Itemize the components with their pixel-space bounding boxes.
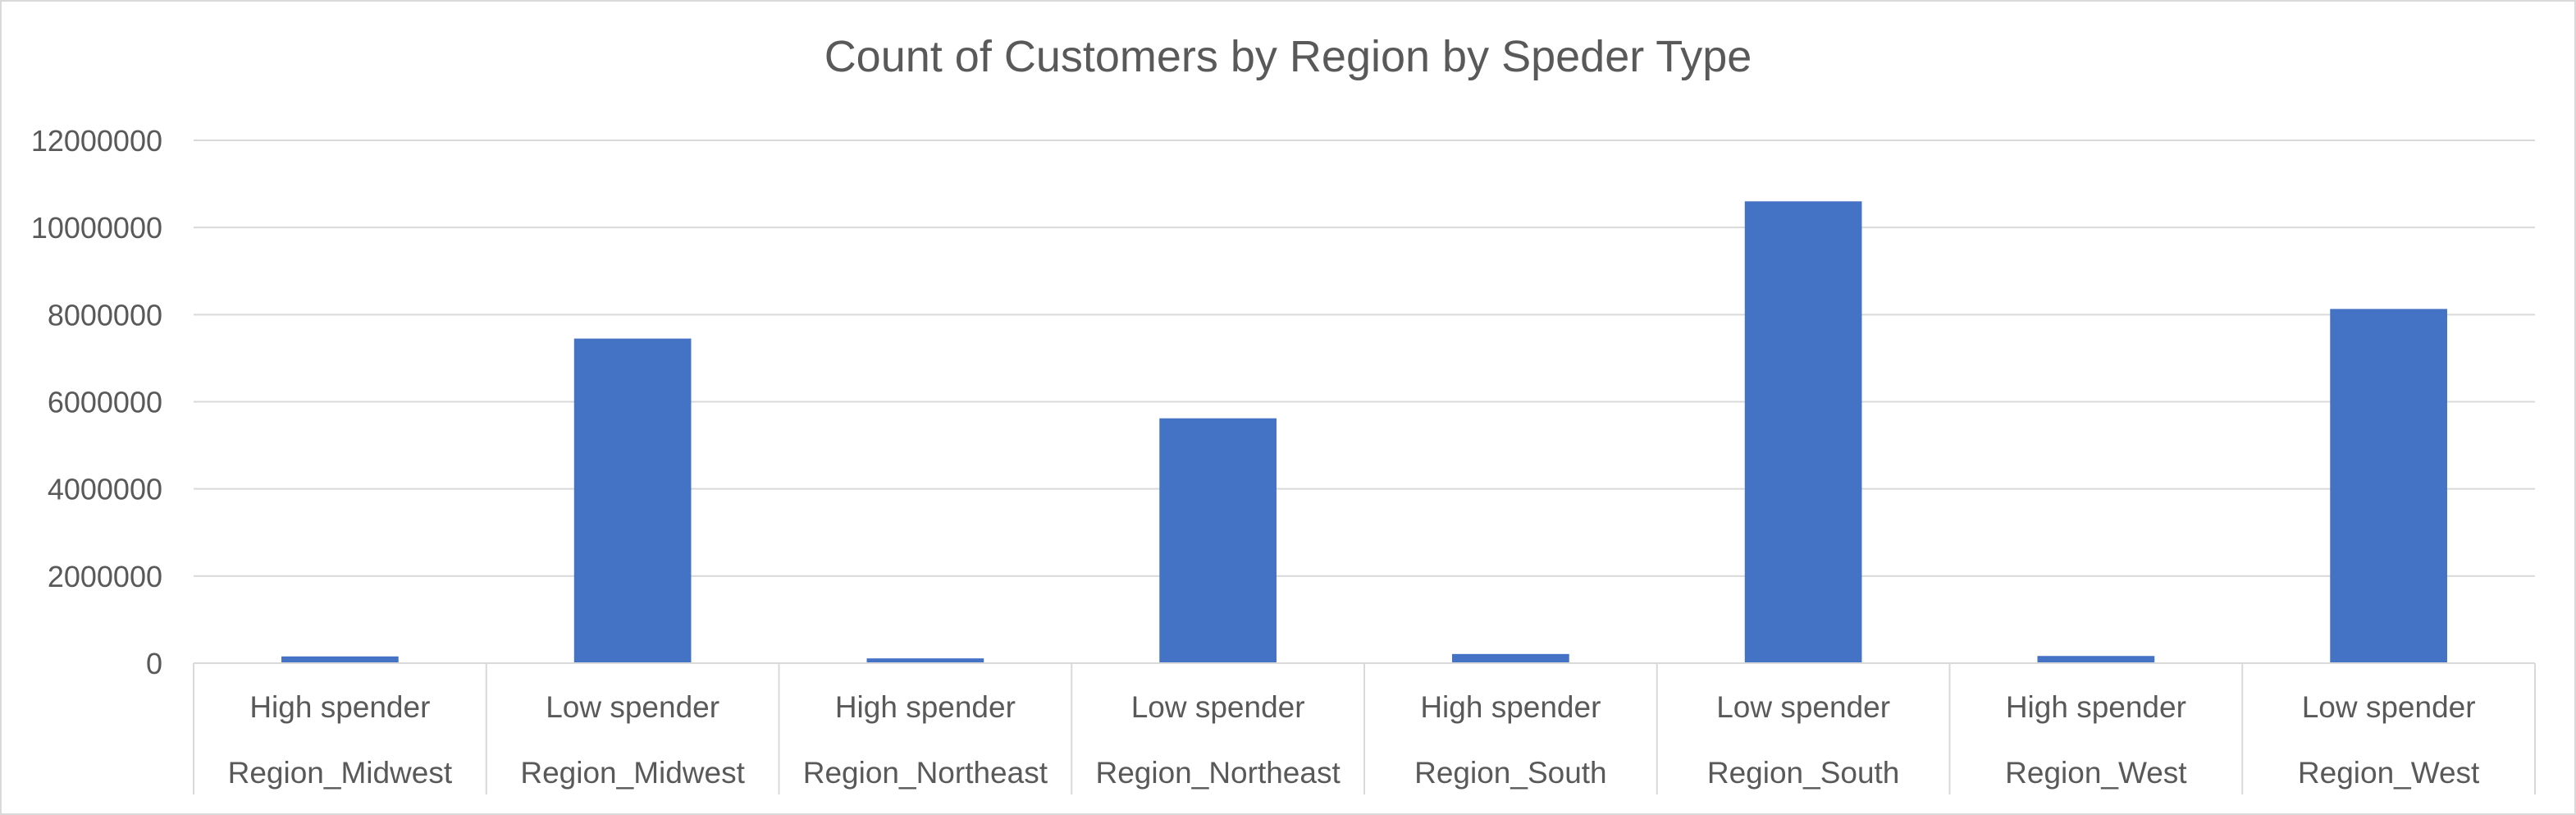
- x-tick-label-region: Region_Midwest: [228, 756, 453, 790]
- bar: [573, 338, 692, 663]
- axis-labels: 0 2000000 4000000 6000000 8000000 10000000 120…: [31, 124, 2480, 790]
- bar: [2037, 656, 2155, 663]
- x-tick-label-spender: High spender: [1420, 690, 1601, 724]
- y-tick-label: 0: [146, 647, 162, 680]
- bar: [2330, 309, 2447, 663]
- y-tick-label: 12000000: [31, 124, 162, 158]
- x-tick-label-spender: High spender: [2006, 690, 2186, 724]
- y-tick-label: 4000000: [48, 473, 162, 506]
- x-tick-label-region: Region_Northeast: [1096, 756, 1341, 790]
- bar: [1744, 201, 1862, 664]
- x-tick-label-spender: Low spender: [1131, 690, 1305, 724]
- x-tick-label-spender: Low spender: [1716, 690, 1890, 724]
- x-tick-label-region: Region_South: [1707, 756, 1900, 790]
- x-tick-label-region: Region_Northeast: [803, 756, 1048, 790]
- bar: [281, 656, 399, 663]
- y-tick-label: 10000000: [31, 211, 162, 245]
- y-tick-label: 6000000: [48, 386, 162, 419]
- x-tick-label-spender: High spender: [249, 690, 430, 724]
- bar: [1159, 418, 1277, 663]
- bar: [1452, 653, 1569, 663]
- y-tick-label: 2000000: [48, 560, 162, 593]
- x-tick-label-spender: Low spender: [2302, 690, 2476, 724]
- x-axis: [193, 662, 2536, 794]
- x-tick-label-region: Region_South: [1414, 756, 1607, 790]
- bars: [281, 201, 2447, 664]
- x-tick-label-spender: High spender: [835, 690, 1016, 724]
- x-tick-label-region: Region_West: [2298, 756, 2480, 790]
- x-tick-label-region: Region_Midwest: [520, 756, 745, 790]
- x-tick-label-region: Region_West: [2005, 756, 2187, 790]
- chart-title: Count of Customers by Region by Speder T…: [824, 32, 1752, 81]
- gridlines: [194, 140, 2535, 577]
- bar: [866, 658, 984, 663]
- x-tick-label-spender: Low spender: [546, 690, 719, 724]
- y-tick-label: 8000000: [48, 298, 162, 332]
